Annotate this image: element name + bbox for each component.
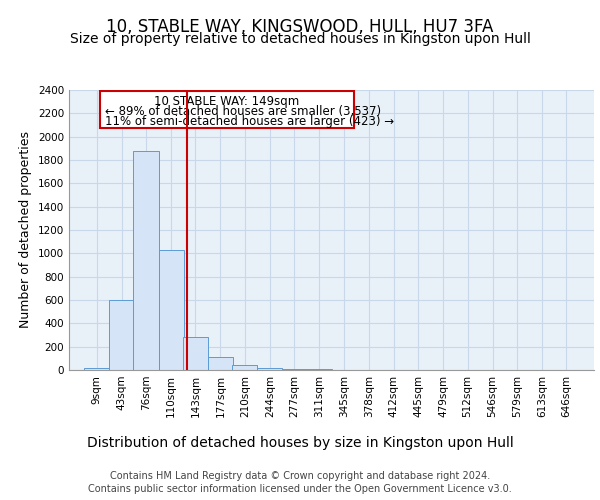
Bar [84, 368, 109, 370]
Bar [307, 369, 332, 370]
Bar [158, 250, 184, 370]
Bar [133, 150, 158, 370]
Text: 11% of semi-detached houses are larger (423) →: 11% of semi-detached houses are larger (… [106, 115, 395, 128]
Bar [257, 368, 283, 370]
Y-axis label: Number of detached properties: Number of detached properties [19, 132, 32, 328]
Bar [109, 300, 134, 370]
Text: 10 STABLE WAY: 149sqm: 10 STABLE WAY: 149sqm [154, 94, 299, 108]
Text: 10, STABLE WAY, KINGSWOOD, HULL, HU7 3FA: 10, STABLE WAY, KINGSWOOD, HULL, HU7 3FA [106, 18, 494, 36]
Text: Contains public sector information licensed under the Open Government Licence v3: Contains public sector information licen… [88, 484, 512, 494]
FancyBboxPatch shape [100, 90, 354, 128]
Text: Contains HM Land Registry data © Crown copyright and database right 2024.: Contains HM Land Registry data © Crown c… [110, 471, 490, 481]
Text: ← 89% of detached houses are smaller (3,537): ← 89% of detached houses are smaller (3,… [106, 104, 382, 118]
Text: Size of property relative to detached houses in Kingston upon Hull: Size of property relative to detached ho… [70, 32, 530, 46]
Bar [183, 337, 208, 370]
Bar [282, 369, 307, 370]
Bar [208, 357, 233, 370]
Bar [232, 365, 257, 370]
Text: Distribution of detached houses by size in Kingston upon Hull: Distribution of detached houses by size … [86, 436, 514, 450]
